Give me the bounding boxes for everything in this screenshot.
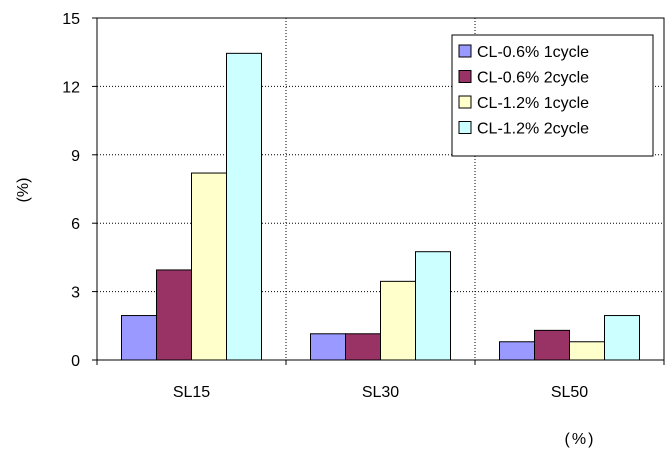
y-tick-label: 6 — [71, 216, 80, 233]
y-tick-label: 0 — [71, 353, 80, 370]
bar — [604, 315, 640, 361]
plot-area-frame — [96, 17, 665, 361]
bar — [156, 269, 192, 361]
y-tick-label: 12 — [62, 79, 80, 96]
bar — [534, 329, 570, 361]
legend-swatch — [458, 70, 472, 83]
y-axis-label: (%) — [15, 178, 32, 203]
bar — [226, 52, 262, 361]
x-tick-label: SL30 — [362, 384, 399, 401]
legend-swatch — [458, 95, 472, 109]
bar — [310, 333, 346, 361]
legend-label: CL-1.2% 2cycle — [477, 121, 589, 138]
bar — [121, 315, 157, 361]
bar — [345, 333, 381, 361]
bar — [415, 251, 451, 361]
y-tick-label: 3 — [71, 285, 80, 302]
legend-swatch — [458, 121, 472, 134]
bars — [121, 52, 640, 361]
x-axis-unit-label: (%) — [565, 431, 596, 448]
y-axis: 0 3 6 9 12 15 — [62, 11, 97, 370]
bar — [569, 341, 605, 361]
x-tick-label: SL50 — [551, 384, 588, 401]
legend-label: CL-0.6% 1cycle — [477, 44, 589, 61]
bar — [499, 341, 535, 361]
y-tick-label: 15 — [62, 11, 80, 28]
legend-swatch — [458, 44, 472, 58]
x-tick-label: SL15 — [173, 384, 210, 401]
legend-label: CL-1.2% 1cycle — [477, 95, 589, 112]
legend: CL-0.6% 1cycle CL-0.6% 2cycle CL-1.2% 1cyc… — [451, 34, 654, 157]
bar — [191, 172, 227, 361]
legend-label: CL-0.6% 2cycle — [477, 70, 589, 87]
x-axis: SL15 SL30 SL50 — [96, 360, 665, 401]
legend-box — [451, 34, 654, 157]
bar — [380, 280, 416, 361]
y-tick-label: 9 — [71, 148, 80, 165]
